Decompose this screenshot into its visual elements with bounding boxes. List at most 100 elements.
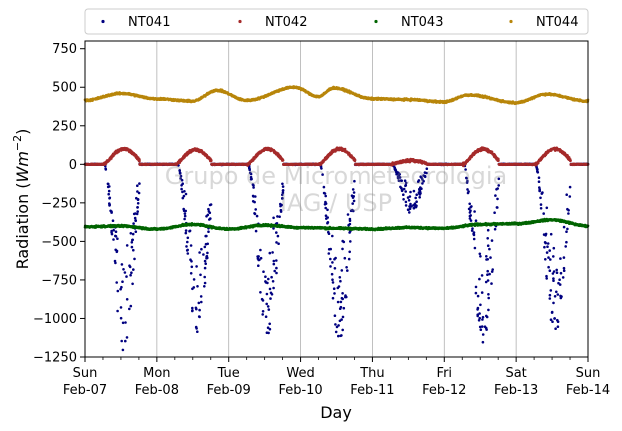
point-NT041 [349,240,352,243]
point-NT041 [415,204,418,208]
point-NT041 [351,196,355,199]
point-NT041 [552,255,555,258]
point-NT042 [410,158,413,161]
point-NT041 [267,308,271,311]
point-NT041 [535,167,539,170]
point-NT041 [123,271,127,274]
point-NT041 [333,257,336,261]
point-NT042 [106,159,110,163]
point-NT041 [257,255,260,258]
point-NT041 [545,274,548,278]
legend-label-NT042: NT042 [265,15,307,30]
point-NT041 [331,234,334,238]
point-NT042 [275,152,278,156]
point-NT041 [559,271,563,275]
point-NT041 [120,339,123,343]
point-NT041 [205,257,208,260]
point-NT041 [327,252,331,255]
point-NT041 [486,269,490,273]
point-NT041 [128,264,131,268]
point-NT041 [132,268,135,271]
point-NT041 [208,203,212,207]
point-NT042 [258,151,262,155]
point-NT041 [339,279,342,283]
point-NT042 [137,157,140,161]
point-NT041 [186,240,189,244]
point-NT041 [331,296,335,300]
point-NT042 [326,154,329,158]
point-NT041 [276,234,280,238]
point-NT042 [469,155,472,159]
point-NT041 [136,184,139,187]
point-NT041 [559,294,562,298]
point-NT041 [181,190,184,194]
point-NT041 [490,282,493,285]
point-NT041 [406,208,410,211]
point-NT041 [327,230,330,234]
point-NT041 [476,294,480,298]
point-NT041 [486,228,490,232]
point-NT041 [272,262,276,266]
point-NT041 [208,211,212,215]
point-NT041 [326,221,330,224]
point-NT041 [494,194,497,197]
point-NT041 [491,268,495,271]
point-NT041 [199,295,203,298]
point-NT041 [478,277,481,281]
point-NT041 [406,196,410,199]
point-NT041 [136,198,140,201]
point-NT041 [425,171,428,175]
point-NT041 [404,181,408,185]
point-NT041 [400,189,404,193]
point-NT041 [348,231,351,234]
point-NT041 [469,219,473,222]
point-NT042 [562,152,566,156]
point-NT041 [484,280,488,284]
point-NT041 [493,211,496,214]
legend-marker-NT042 [238,19,242,24]
point-NT041 [487,293,490,296]
point-NT041 [124,321,127,324]
point-NT041 [324,194,328,198]
point-NT041 [122,268,125,271]
point-NT041 [197,301,201,305]
point-NT041 [125,244,129,247]
point-NT041 [204,242,208,246]
point-NT041 [195,307,198,311]
point-NT041 [349,209,353,213]
point-NT041 [415,193,419,196]
point-NT041 [183,217,186,221]
point-NT041 [119,306,123,309]
point-NT041 [329,265,332,268]
point-NT041 [188,229,192,233]
point-NT041 [207,230,210,233]
point-NT041 [486,244,490,247]
point-NT042 [492,154,496,158]
point-NT041 [209,217,212,220]
point-NT041 [189,244,193,247]
point-NT041 [259,291,262,294]
point-NT042 [109,156,113,159]
legend-marker-NT044 [509,19,513,24]
point-NT041 [466,188,469,191]
point-NT041 [481,318,484,321]
point-NT041 [537,176,541,179]
point-NT042 [208,157,211,160]
point-NT041 [271,251,274,254]
point-NT041 [481,315,485,319]
point-NT041 [261,313,265,316]
point-NT041 [260,297,264,301]
point-NT041 [495,188,498,191]
point-NT041 [465,181,469,184]
point-NT041 [120,285,123,289]
point-NT041 [264,275,267,279]
point-NT041 [248,167,251,171]
point-NT041 [180,187,183,191]
point-NT041 [545,251,549,254]
point-NT041 [400,186,403,190]
point-NT041 [272,216,275,220]
point-NT041 [566,207,569,211]
point-NT042 [277,155,281,159]
point-NT041 [468,211,472,214]
point-NT041 [331,261,334,264]
